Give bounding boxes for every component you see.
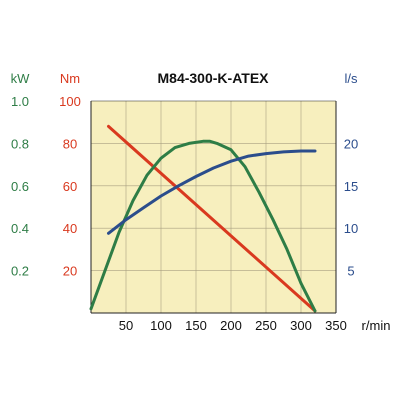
power-tick-label: 0.8 xyxy=(11,136,29,151)
x-tick-label: 300 xyxy=(290,318,312,333)
x-tick-label: 250 xyxy=(255,318,277,333)
torque-tick-label: 20 xyxy=(63,264,77,279)
torque-axis-unit: Nm xyxy=(60,71,80,86)
flow-tick-label: 20 xyxy=(344,136,358,151)
torque-tick-label: 100 xyxy=(59,94,81,109)
power-series-line xyxy=(89,139,317,313)
power-axis-unit: kW xyxy=(11,71,31,86)
x-axis-unit: r/min xyxy=(362,318,391,333)
x-tick-label: 50 xyxy=(119,318,133,333)
torque-tick-label: 80 xyxy=(63,136,77,151)
series-layer xyxy=(89,124,317,313)
power-tick-label: 0.2 xyxy=(11,264,29,279)
x-tick-label: 200 xyxy=(220,318,242,333)
plot-area xyxy=(91,101,336,313)
x-tick-label: 100 xyxy=(150,318,172,333)
flow-tick-label: 10 xyxy=(344,221,358,236)
torque-tick-label: 40 xyxy=(63,221,77,236)
tick-layer: 50 100 150 200 250 300 350 0.2 0.4 0.6 0.8 1.0 20 40 6… xyxy=(11,94,358,333)
power-tick-label: 0.6 xyxy=(11,179,29,194)
flow-tick-label: 15 xyxy=(344,179,358,194)
axes-lines xyxy=(90,100,337,314)
flow-tick-label: 5 xyxy=(347,264,354,279)
flow-series-line xyxy=(107,149,317,235)
flow-axis-unit: l/s xyxy=(345,71,359,86)
power-tick-label: 1.0 xyxy=(11,94,29,109)
chart-title: M84-300-K-ATEX xyxy=(158,70,270,86)
power-tick-label: 0.4 xyxy=(11,221,29,236)
x-tick-label: 350 xyxy=(325,318,347,333)
torque-tick-label: 60 xyxy=(63,179,77,194)
torque-series-line xyxy=(107,124,317,313)
x-tick-label: 150 xyxy=(185,318,207,333)
